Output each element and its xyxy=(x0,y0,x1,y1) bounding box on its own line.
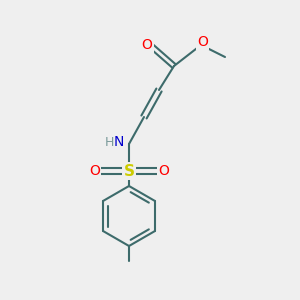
Text: O: O xyxy=(197,35,208,49)
Text: O: O xyxy=(158,164,169,178)
Text: O: O xyxy=(89,164,100,178)
Text: S: S xyxy=(124,164,134,178)
Text: H: H xyxy=(105,136,114,149)
Text: O: O xyxy=(142,38,152,52)
Text: N: N xyxy=(113,136,124,149)
